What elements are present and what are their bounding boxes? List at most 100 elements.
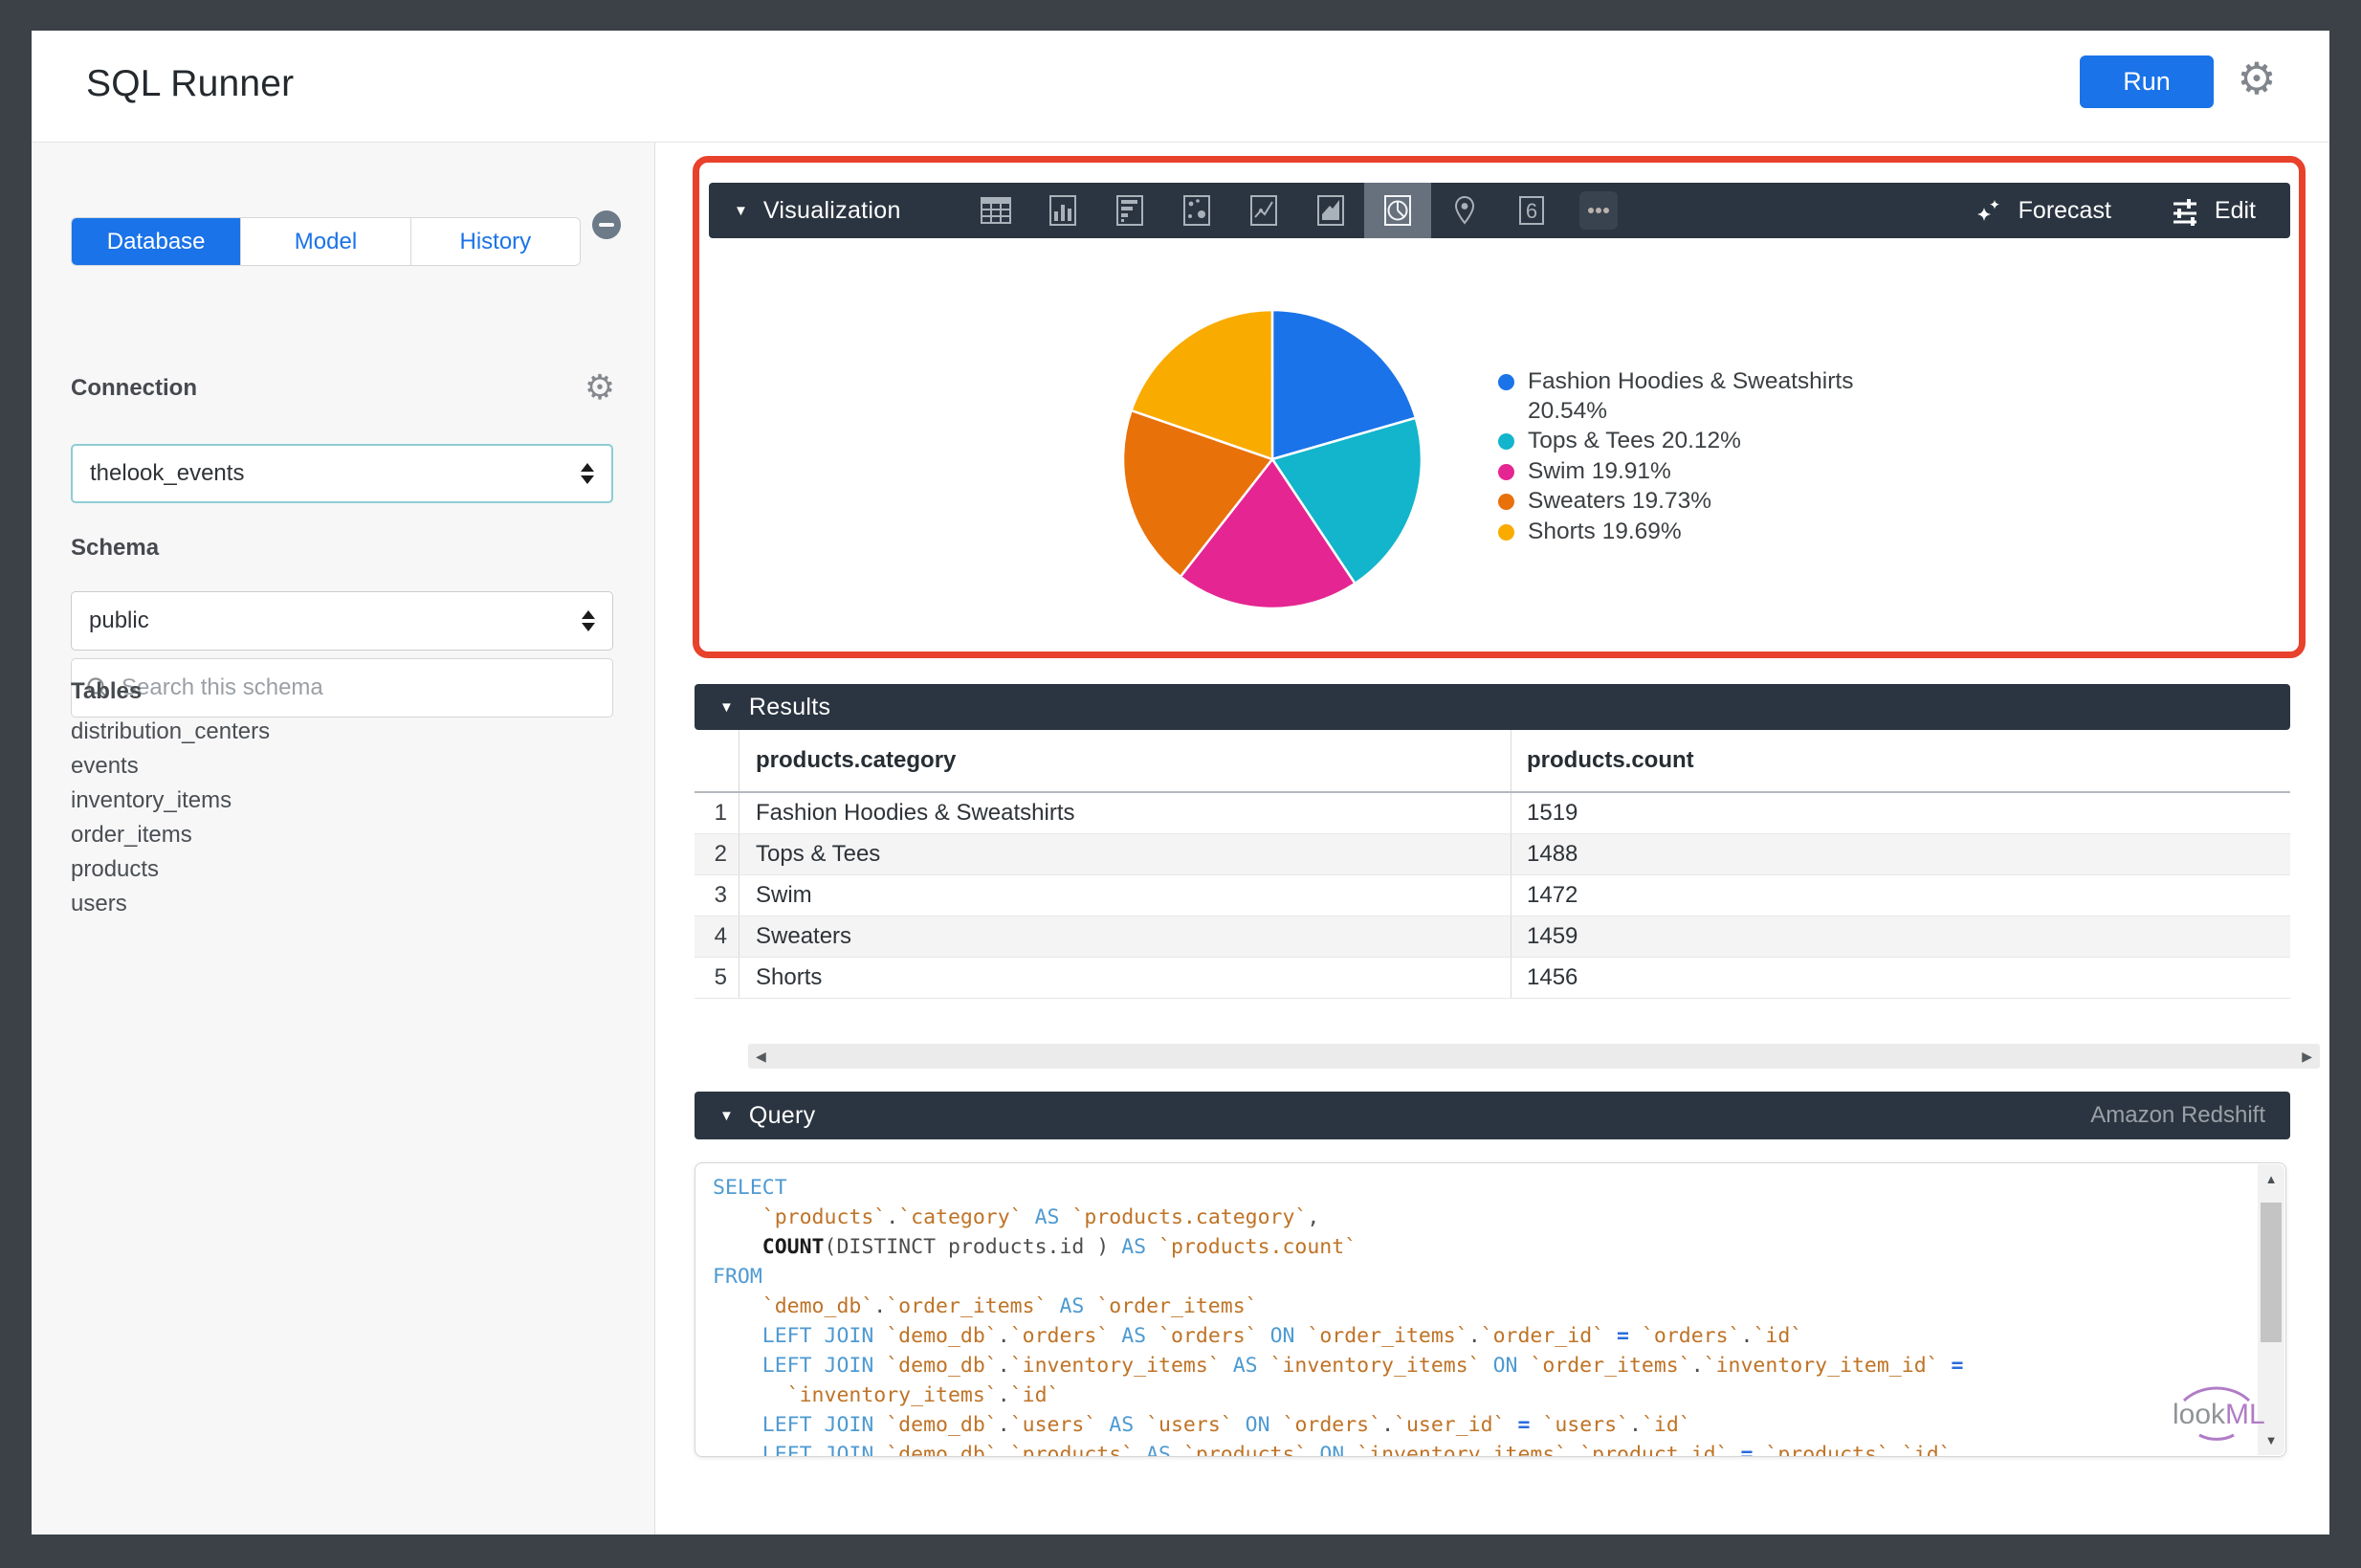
viz-actions: Forecast Edit <box>1973 183 2256 238</box>
collapse-caret-icon[interactable]: ▼ <box>719 698 734 716</box>
page-title: SQL Runner <box>86 63 295 104</box>
bar-chart-icon[interactable] <box>1096 183 1163 238</box>
schema-label: Schema <box>71 535 160 561</box>
pie-slice-4[interactable] <box>1121 409 1275 579</box>
lookml-logo: lookML <box>2173 1386 2265 1441</box>
row-number: 5 <box>695 958 739 998</box>
cell-category: Fashion Hoodies & Sweatshirts <box>739 793 1511 833</box>
scrollbar-thumb[interactable] <box>2261 1203 2282 1342</box>
legend-item[interactable]: Shorts 19.69% <box>1498 518 1862 547</box>
viz-type-toolbar: 6 <box>962 183 1632 238</box>
table-item-users[interactable]: users <box>71 891 127 917</box>
collapse-caret-icon[interactable]: ▼ <box>734 202 748 219</box>
legend-item[interactable]: Sweaters 19.73% <box>1498 487 1862 517</box>
pie-slice-5[interactable] <box>1129 308 1274 461</box>
table-item-events[interactable]: events <box>71 753 139 779</box>
legend-item[interactable]: Fashion Hoodies & Sweatshirts 20.54% <box>1498 367 1862 426</box>
pie-slice-3[interactable] <box>1179 456 1357 610</box>
code-scrollbar[interactable]: ▲ ▼ <box>2258 1164 2284 1455</box>
search-icon <box>87 677 108 698</box>
sql-line: LEFT JOIN `demo_db`.`users` AS `users` O… <box>761 1413 1691 1437</box>
pie-chart-icon[interactable] <box>1364 183 1431 238</box>
tables-label: Tables <box>71 678 143 704</box>
row-number-header <box>695 730 739 791</box>
visualization-title: Visualization <box>762 196 901 224</box>
more-options-icon[interactable] <box>1565 183 1632 238</box>
single-value-icon[interactable]: 6 <box>1498 183 1565 238</box>
column-header-count[interactable]: products.count <box>1527 747 1694 773</box>
cell-count: 1456 <box>1527 964 1578 990</box>
sql-line: LEFT JOIN `demo_db`.`inventory_items` AS… <box>761 1354 1964 1378</box>
dialect-label: Amazon Redshift <box>2090 1102 2265 1128</box>
scroll-down-icon[interactable]: ▼ <box>2264 1433 2278 1447</box>
pie-slice-2[interactable] <box>1270 416 1423 585</box>
map-chart-icon[interactable] <box>1431 183 1498 238</box>
cell-count: 1459 <box>1527 923 1578 949</box>
legend-label: Fashion Hoodies & Sweatshirts 20.54% <box>1528 368 1854 424</box>
row-number: 1 <box>695 793 739 833</box>
run-button[interactable]: Run <box>2080 55 2214 108</box>
column-header-category[interactable]: products.category <box>739 730 1511 791</box>
sql-line: FROM <box>713 1265 762 1289</box>
line-chart-icon[interactable] <box>1230 183 1297 238</box>
scroll-left-icon[interactable]: ◀ <box>756 1049 766 1064</box>
table-item-products[interactable]: products <box>71 856 160 882</box>
svg-text:6: 6 <box>1526 199 1537 223</box>
sql-line: `products`.`category` AS `products.categ… <box>761 1205 1320 1229</box>
table-row[interactable]: 2 Tops & Tees 1488 <box>695 834 2290 875</box>
sidebar-tab-group: Database Model History <box>71 217 581 266</box>
query-title: Query <box>748 1101 816 1129</box>
sidebar: Database Model History Connection ⚙ theloo… <box>32 143 655 1535</box>
legend-label: Swim 19.91% <box>1528 457 1671 484</box>
query-panel-header: ▼ Query Amazon Redshift <box>695 1092 2290 1139</box>
column-chart-icon[interactable] <box>1029 183 1096 238</box>
table-row[interactable]: 5 Shorts 1456 <box>695 958 2290 999</box>
sql-code-box[interactable]: SELECT `products`.`category` AS `product… <box>695 1162 2286 1457</box>
connection-select[interactable]: thelook_events <box>71 444 613 503</box>
sparkle-forecast-icon <box>1976 200 1999 221</box>
pie-slice-1[interactable] <box>1270 308 1418 461</box>
connection-select-value: thelook_events <box>90 460 245 486</box>
tune-edit-icon <box>2173 199 2196 226</box>
sql-line: COUNT(DISTINCT products.id ) AS `product… <box>761 1235 1357 1259</box>
legend-dot-icon <box>1498 374 1514 390</box>
scroll-right-icon[interactable]: ▶ <box>2302 1049 2312 1064</box>
sql-runner-window: SQL Runner Run ⚙ Database Model History Co… <box>32 31 2329 1535</box>
sidebar-tab-model[interactable]: Model <box>241 218 411 265</box>
horizontal-scrollbar[interactable]: ◀ ▶ <box>748 1044 2320 1069</box>
connection-gear-icon[interactable]: ⚙ <box>584 367 616 408</box>
sidebar-tab-history[interactable]: History <box>410 218 580 265</box>
connection-label: Connection <box>71 375 197 401</box>
table-chart-icon[interactable] <box>962 183 1029 238</box>
forecast-button[interactable]: Forecast <box>1973 194 2111 227</box>
table-row[interactable]: 4 Sweaters 1459 <box>695 917 2290 958</box>
app-header: SQL Runner Run ⚙ <box>32 31 2329 143</box>
table-item-distribution_centers[interactable]: distribution_centers <box>71 718 271 744</box>
schema-select-value: public <box>89 607 149 633</box>
scroll-up-icon[interactable]: ▲ <box>2264 1172 2278 1186</box>
search-input[interactable] <box>120 674 599 702</box>
collapse-sidebar-button[interactable] <box>592 210 621 239</box>
collapse-caret-icon[interactable]: ▼ <box>719 1107 734 1124</box>
legend-dot-icon <box>1498 433 1514 450</box>
legend-item[interactable]: Swim 19.91% <box>1498 457 1862 487</box>
cell-category: Tops & Tees <box>739 834 1511 874</box>
scatter-chart-icon[interactable] <box>1163 183 1230 238</box>
schema-search <box>71 658 613 718</box>
settings-gear-icon[interactable]: ⚙ <box>2237 53 2277 104</box>
row-number: 4 <box>695 917 739 957</box>
legend-item[interactable]: Tops & Tees 20.12% <box>1498 427 1862 456</box>
table-item-inventory_items[interactable]: inventory_items <box>71 787 232 813</box>
table-row[interactable]: 1 Fashion Hoodies & Sweatshirts 1519 <box>695 793 2290 834</box>
table-row[interactable]: 3 Swim 1472 <box>695 875 2290 917</box>
legend-dot-icon <box>1498 494 1514 510</box>
schema-select[interactable]: public <box>71 591 613 651</box>
sql-line: SELECT <box>713 1176 787 1200</box>
table-item-order_items[interactable]: order_items <box>71 822 192 848</box>
area-chart-icon[interactable] <box>1297 183 1364 238</box>
sql-line: `demo_db`.`order_items` AS `order_items` <box>761 1294 1258 1318</box>
edit-button[interactable]: Edit <box>2169 194 2256 227</box>
legend-dot-icon <box>1498 463 1514 480</box>
sidebar-tab-database[interactable]: Database <box>72 218 242 265</box>
